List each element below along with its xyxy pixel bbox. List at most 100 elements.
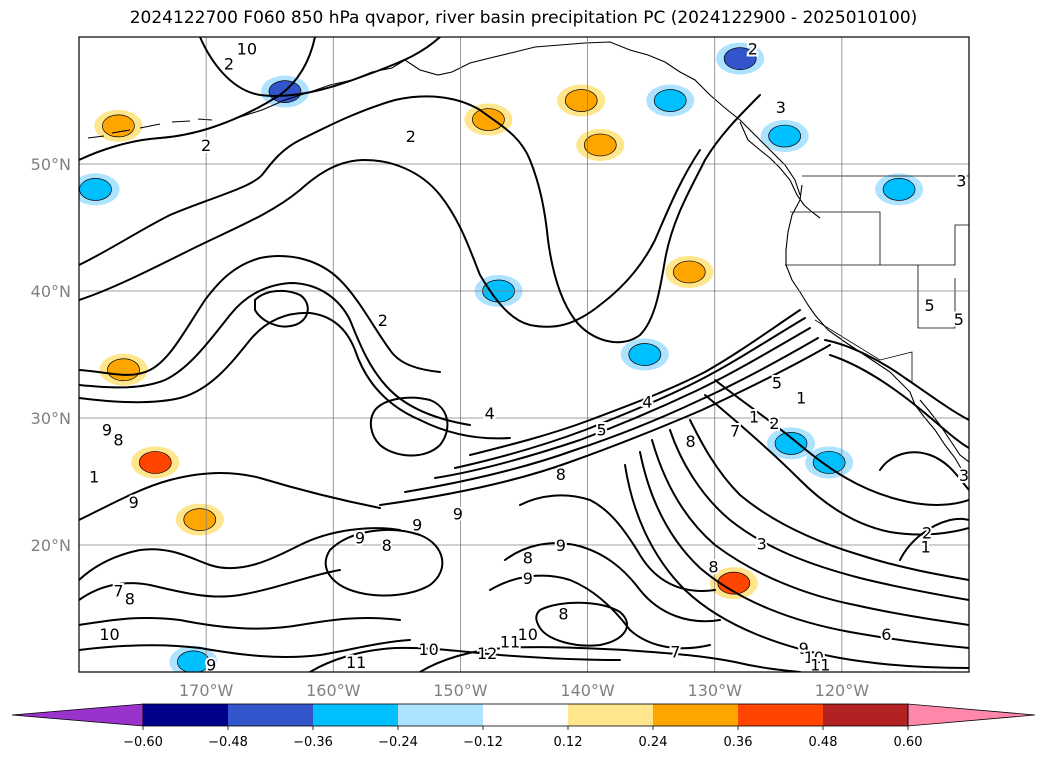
- contour-label: 12: [477, 644, 497, 663]
- colorbar-segment: [653, 704, 738, 726]
- colorbar-segment: [823, 704, 908, 726]
- contour-label: 10: [518, 625, 538, 644]
- patch-core: [79, 178, 112, 201]
- contour-line: [419, 646, 801, 672]
- contour-label: 9: [412, 516, 422, 535]
- precipitation-pc-patch: [620, 338, 669, 371]
- patch-core: [723, 47, 757, 70]
- precipitation-pc-patch: [646, 84, 695, 117]
- contour-line: [639, 451, 969, 649]
- contour-label: 7: [670, 643, 680, 662]
- colorbar-segment: [313, 704, 398, 726]
- contour-line: [79, 527, 401, 581]
- contour-label: 8: [382, 536, 392, 555]
- colorbar-tick-label: 0.36: [724, 735, 753, 750]
- colorbar-outline: [142, 703, 909, 727]
- contour-line: [829, 354, 969, 449]
- contour-line: [651, 439, 969, 626]
- contour-line: [79, 149, 701, 328]
- contour-label: 10: [237, 39, 257, 58]
- patch-core: [472, 108, 505, 131]
- contour-line: [824, 339, 969, 421]
- contour-line: [79, 471, 381, 521]
- contour-label: 8: [558, 605, 568, 624]
- precipitation-pc-patch: [805, 446, 854, 479]
- contour-line: [404, 337, 819, 493]
- precipitation-pc-patch: [709, 567, 758, 600]
- precipitation-pc-patch: [576, 128, 625, 161]
- contour-line: [489, 574, 711, 650]
- contour-label: 10: [804, 648, 824, 667]
- contour-label: 2: [922, 523, 932, 542]
- contour-line: [324, 529, 444, 597]
- contour-label: 2: [378, 311, 388, 330]
- lon-tick-label: 120°W: [815, 681, 870, 700]
- precipitation-pc-patch: [557, 84, 606, 117]
- precipitation-pc-patch: [875, 173, 924, 206]
- precipitation-pc-patch: [131, 446, 180, 479]
- colorbar-segment: [143, 704, 228, 726]
- contour-line: [79, 37, 316, 161]
- contour-line: [379, 344, 831, 506]
- contour-line: [519, 494, 716, 592]
- contour-label: 9: [355, 528, 365, 547]
- contour-line: [535, 601, 628, 647]
- lat-tick-label: 40°N: [31, 282, 71, 301]
- contour-label: 2: [406, 127, 416, 146]
- contour-label: 11: [810, 655, 830, 674]
- contour-label: 2: [769, 414, 779, 433]
- coastline-baja-gulf: [919, 399, 969, 463]
- contour-line: [669, 429, 969, 601]
- patch-core: [653, 89, 687, 112]
- patch-core: [564, 89, 598, 112]
- patch-core: [583, 133, 617, 157]
- contour-label: 2: [201, 136, 211, 155]
- precipitation-pc-patch: [665, 255, 714, 288]
- contour-line: [434, 327, 811, 479]
- contour-label: 5: [924, 296, 934, 315]
- contour-label: 11: [500, 633, 520, 652]
- colorbar-segment: [483, 704, 568, 726]
- map-frame: [78, 36, 970, 673]
- contour-label: 8: [685, 432, 695, 451]
- patch-core: [672, 260, 706, 284]
- contour-line: [79, 311, 511, 440]
- contour-line: [504, 542, 721, 623]
- patch-core: [138, 451, 172, 474]
- colorbar-tick-label: −0.24: [378, 735, 418, 750]
- contour-label: 3: [757, 535, 767, 554]
- patch-core: [183, 508, 217, 531]
- contour-label: 8: [113, 431, 123, 450]
- contour-line: [879, 451, 969, 491]
- coastlines: [87, 41, 969, 481]
- patch-core: [628, 343, 662, 366]
- patch-core: [768, 124, 801, 148]
- contour-line: [714, 379, 969, 506]
- contour-line: [454, 317, 806, 469]
- coastline-alaska: [217, 41, 801, 196]
- lat-tick-label: 30°N: [31, 409, 71, 428]
- contour-line: [79, 94, 761, 344]
- precipitation-pc-patch: [99, 353, 148, 386]
- border-states: [785, 211, 969, 382]
- map-title: 2024122700 F060 850 hPa qvapor, river ba…: [129, 8, 918, 28]
- contour-label: 1: [89, 467, 99, 486]
- contour-line: [704, 394, 969, 536]
- colorbar-tick-label: 0.60: [894, 735, 923, 750]
- colorbar-extend-max: [907, 703, 1036, 727]
- precipitation-pc-patch: [94, 109, 143, 142]
- precipitation-pc-patch: [760, 120, 809, 153]
- contour-label: 8: [708, 558, 718, 577]
- patch-core: [812, 451, 846, 474]
- patch-core: [882, 178, 916, 201]
- contour-label: 3: [776, 98, 786, 117]
- contour-label: 9: [523, 569, 533, 588]
- precipitation-pc-patch: [716, 42, 765, 75]
- colorbar-tick-label: −0.60: [123, 735, 163, 750]
- contour-label: 11: [346, 653, 366, 672]
- contour-label: 7: [113, 582, 123, 601]
- contour-label: 1: [749, 408, 759, 427]
- contour-line: [689, 419, 969, 581]
